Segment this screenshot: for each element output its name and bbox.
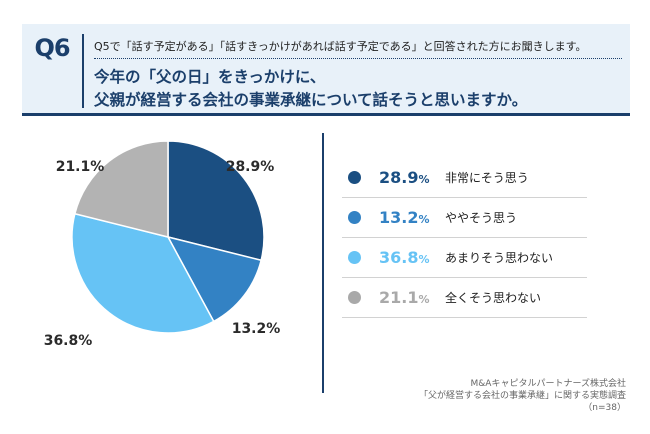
pie-slice-label-4: 21.1% <box>56 159 105 175</box>
legend-percent-value: 36.8 <box>379 248 419 267</box>
legend-percent-value: 21.1 <box>379 288 419 307</box>
legend-percent-unit: % <box>418 253 430 266</box>
main-question-line-1: 今年の「父の日」をきっかけに、 <box>94 68 326 86</box>
legend-label: 全くそう思わない <box>445 291 542 305</box>
legend-percent: 13.2% <box>379 208 431 227</box>
header-divider <box>82 34 84 108</box>
pie-slice-label-1: 28.9% <box>226 159 275 175</box>
legend-color-dot <box>348 291 361 304</box>
legend-percent: 28.9% <box>379 168 431 187</box>
question-number-badge: Q6 <box>34 34 70 62</box>
pie-chart: 28.9% 13.2% 36.8% 21.1% <box>44 140 281 349</box>
legend-color-dot <box>348 171 361 184</box>
legend-label: あまりそう思わない <box>445 251 554 265</box>
legend-item: 36.8% あまりそう思わない <box>342 238 587 278</box>
chart-area: 28.9% 13.2% 36.8% 21.1% 28.9% 非常にそう思う 13.2% やや… <box>0 120 650 393</box>
legend-percent: 36.8% <box>379 248 431 267</box>
dotted-separator <box>94 58 622 59</box>
legend-percent-unit: % <box>418 293 430 306</box>
pie-slice-4 <box>73 140 169 238</box>
question-header: Q6 Q5で「話す予定がある」「話すきっかけがあれば話す予定である」と回答された… <box>22 24 630 116</box>
footer-company: M&Aキャピタルパートナーズ株式会社 <box>470 379 627 389</box>
chart-legend-divider <box>322 133 324 393</box>
pie-slice-2 <box>166 235 263 323</box>
source-footer: M&Aキャピタルパートナーズ株式会社 「父が経営する会社の事業承継」に関する実態… <box>326 378 626 414</box>
legend-item: 28.9% 非常にそう思う <box>342 158 587 198</box>
legend-label: 非常にそう思う <box>445 171 529 185</box>
legend-color-dot <box>348 251 361 264</box>
legend-percent-unit: % <box>418 213 430 226</box>
footer-survey: 「父が経営する会社の事業承継」に関する実態調査 <box>418 391 626 401</box>
legend-percent: 21.1% <box>379 288 431 307</box>
legend-label: ややそう思う <box>445 211 518 225</box>
pie-slice-3 <box>71 212 215 334</box>
pie-slice-label-3: 36.8% <box>44 333 93 349</box>
main-question-line-2: 父親が経営する会社の事業承継について話そうと思いますか。 <box>94 91 528 109</box>
legend-percent-value: 28.9 <box>379 168 419 187</box>
legend-item: 21.1% 全くそう思わない <box>342 278 587 318</box>
legend-percent-value: 13.2 <box>379 208 419 227</box>
legend-color-dot <box>348 211 361 224</box>
footer-sample: （n=38） <box>583 403 626 413</box>
legend-percent-unit: % <box>418 173 430 186</box>
pie-slice-label-2: 13.2% <box>232 321 281 337</box>
sub-question-text: Q5で「話す予定がある」「話すきっかけがあれば話す予定である」と回答された方にお… <box>94 40 587 53</box>
legend-item: 13.2% ややそう思う <box>342 198 587 238</box>
pie-slice-1 <box>167 140 265 262</box>
legend: 28.9% 非常にそう思う 13.2% ややそう思う 36.8% あまりそう思わない 21.… <box>342 158 587 318</box>
main-question: 今年の「父の日」をきっかけに、 父親が経営する会社の事業承継について話そうと思い… <box>94 66 624 112</box>
